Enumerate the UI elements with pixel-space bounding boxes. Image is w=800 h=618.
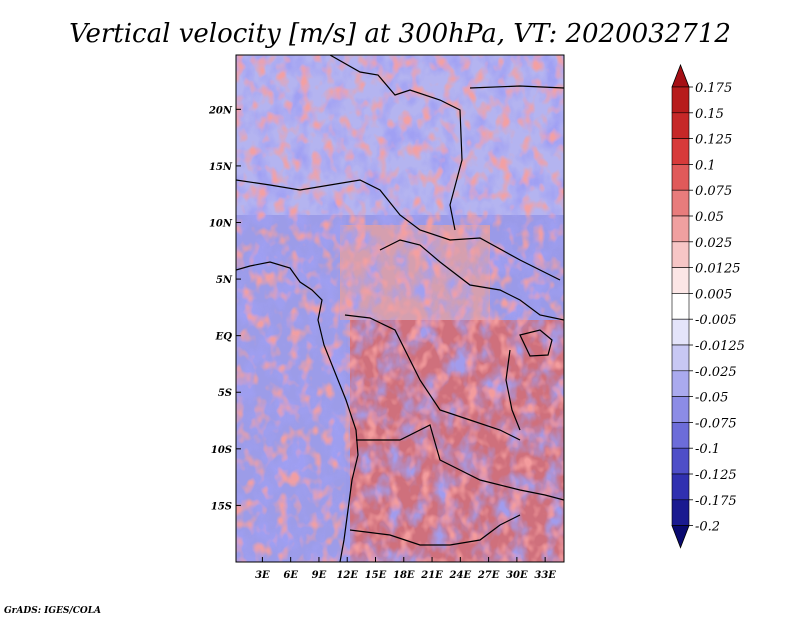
colorbar-swatch bbox=[671, 447, 690, 475]
colorbar-swatch bbox=[671, 86, 690, 114]
field-texture bbox=[236, 55, 564, 562]
y-tick-label: 15N bbox=[209, 162, 233, 173]
y-tick-label: EQ bbox=[215, 332, 233, 343]
colorbar-swatch bbox=[671, 112, 690, 139]
border-central-1 bbox=[379, 239, 564, 321]
y-tick-label: 5N bbox=[216, 275, 233, 286]
y-tick-label: 10N bbox=[209, 218, 233, 229]
colorbar-label: 0.15 bbox=[695, 107, 724, 122]
y-tick-label: 10S bbox=[211, 445, 232, 456]
coastline bbox=[236, 261, 359, 562]
colorbar-swatch bbox=[671, 138, 690, 165]
colorbar-label: -0.2 bbox=[695, 520, 720, 535]
y-tick-label: 20N bbox=[208, 105, 233, 116]
x-tick-label: 18E bbox=[393, 570, 415, 581]
x-tick-label: 30E bbox=[506, 570, 528, 581]
colorbar-label: 0.025 bbox=[695, 236, 732, 251]
x-tick-label: 27E bbox=[477, 570, 500, 581]
colorbar-bottom-arrow bbox=[671, 525, 690, 549]
colorbar-swatch bbox=[671, 318, 690, 346]
map-borders bbox=[236, 55, 564, 562]
colorbar-label: 0.05 bbox=[695, 210, 724, 225]
x-tick-label: 15E bbox=[365, 570, 387, 581]
credit-text: GrADS: IGES/COLA bbox=[4, 606, 101, 616]
colorbar-label: 0.125 bbox=[695, 133, 732, 148]
colorbar-label: 0.005 bbox=[695, 287, 732, 302]
colorbar-label: -0.0125 bbox=[695, 339, 745, 354]
colorbar-swatch bbox=[671, 370, 690, 397]
colorbar-swatch bbox=[671, 422, 690, 449]
colorbar-swatch bbox=[671, 241, 690, 268]
colorbar-swatch bbox=[671, 473, 690, 501]
colorbar-swatch bbox=[671, 215, 690, 243]
y-tick-label: 5S bbox=[218, 388, 232, 399]
colorbar-swatch bbox=[671, 293, 690, 320]
lake-victoria bbox=[519, 329, 553, 357]
chart-title: Vertical velocity [m/s] at 300hPa, VT: 2… bbox=[69, 19, 731, 49]
border-north-1 bbox=[329, 55, 463, 231]
x-tick-label: 3E bbox=[255, 570, 270, 581]
x-axis: 3E 6E 9E 12E 15E 18E 21E 24E 27E 30E 33E bbox=[255, 557, 556, 581]
colorbar-label: 0.0125 bbox=[695, 262, 741, 277]
colorbar-swatch bbox=[671, 396, 690, 423]
colorbar: 0.175 0.15 0.125 0.1 0.075 0.05 0.025 0.0125 0.0… bbox=[671, 63, 745, 549]
colorbar-label: -0.1 bbox=[695, 442, 720, 457]
colorbar-top-arrow bbox=[671, 63, 690, 88]
colorbar-label: -0.175 bbox=[695, 494, 737, 509]
x-tick-label: 12E bbox=[336, 570, 358, 581]
border-south-1 bbox=[356, 424, 564, 501]
lake-tanganyika bbox=[505, 349, 521, 431]
colorbar-label: 0.075 bbox=[695, 184, 732, 199]
x-tick-label: 21E bbox=[420, 570, 443, 581]
border-north-2 bbox=[469, 85, 564, 89]
plot-frame bbox=[235, 54, 565, 563]
border-sahel bbox=[236, 179, 561, 281]
border-south-2 bbox=[349, 514, 521, 546]
colorbar-label: 0.175 bbox=[695, 81, 732, 96]
x-tick-label: 6E bbox=[283, 570, 298, 581]
plot-area bbox=[235, 54, 565, 563]
colorbar-swatch bbox=[671, 164, 690, 191]
colorbar-label: 0.1 bbox=[695, 158, 716, 173]
colorbar-swatch bbox=[671, 344, 690, 372]
colorbar-label: -0.005 bbox=[695, 313, 737, 328]
y-tick-label: 15S bbox=[211, 501, 232, 512]
colorbar-swatch bbox=[671, 267, 690, 294]
x-tick-label: 9E bbox=[312, 570, 327, 581]
colorbar-label: -0.075 bbox=[695, 416, 737, 431]
border-central-2 bbox=[344, 314, 521, 441]
velocity-field bbox=[236, 55, 564, 562]
x-tick-label: 33E bbox=[534, 570, 556, 581]
colorbar-label: -0.05 bbox=[695, 391, 728, 406]
colorbar-label: -0.025 bbox=[695, 365, 737, 380]
colorbar-swatch bbox=[671, 189, 690, 217]
colorbar-swatch bbox=[671, 499, 690, 526]
x-tick-label: 24E bbox=[449, 570, 472, 581]
colorbar-label: -0.125 bbox=[695, 468, 737, 483]
y-axis: 20N 15N 10N 5N EQ 5S 10S 15S bbox=[208, 105, 241, 512]
